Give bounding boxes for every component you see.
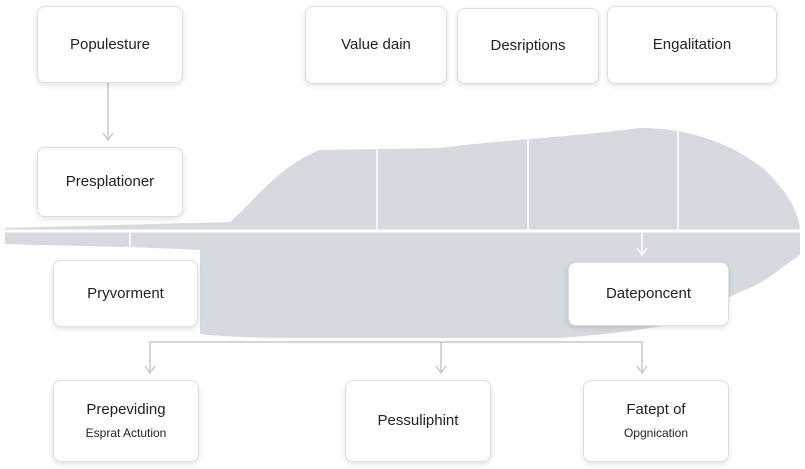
arrowhead-fatept bbox=[636, 365, 648, 375]
node-subtitle: Opgnication bbox=[623, 425, 689, 440]
node-title: Prepeviding bbox=[86, 401, 166, 419]
node-label: Presplationer bbox=[65, 173, 155, 191]
node-label: Engalitation bbox=[652, 36, 732, 54]
node-desriptions: Desriptions bbox=[457, 8, 599, 84]
node-label: Value dain bbox=[341, 36, 411, 54]
arrowhead-dateponcent bbox=[636, 247, 648, 257]
arrowhead-pessuliphint bbox=[435, 365, 447, 375]
node-pessuliphint: Pessuliphint bbox=[345, 380, 491, 462]
connectors bbox=[102, 83, 679, 375]
node-pryvorment: Pryvorment bbox=[53, 260, 198, 327]
node-label: Pryvorment bbox=[87, 284, 164, 302]
arrowhead-presplationer bbox=[102, 132, 114, 142]
node-title: Fatept of bbox=[626, 401, 686, 419]
arrowhead-pryvorment bbox=[124, 245, 136, 255]
node-engalitation: Engalitation bbox=[607, 6, 777, 84]
connector-bottom-branch bbox=[149, 341, 643, 372]
node-prepeviding: Prepeviding Esprat Actution bbox=[53, 380, 199, 462]
arrowhead-prepeviding bbox=[144, 365, 156, 375]
node-label: Populesture bbox=[69, 35, 151, 53]
node-subtitle: Esprat Actution bbox=[85, 425, 167, 440]
node-label: Desriptions bbox=[490, 37, 566, 55]
node-label: Pessuliphint bbox=[377, 412, 459, 430]
node-label: Dateponcent bbox=[605, 285, 692, 303]
node-value-dain: Value dain bbox=[305, 6, 447, 84]
node-presplationer: Presplationer bbox=[37, 147, 183, 217]
node-fatept-of: Fatept of Opgnication bbox=[583, 380, 729, 462]
node-populesture: Populesture bbox=[37, 6, 183, 83]
node-dateponcent: Dateponcent bbox=[568, 262, 729, 326]
